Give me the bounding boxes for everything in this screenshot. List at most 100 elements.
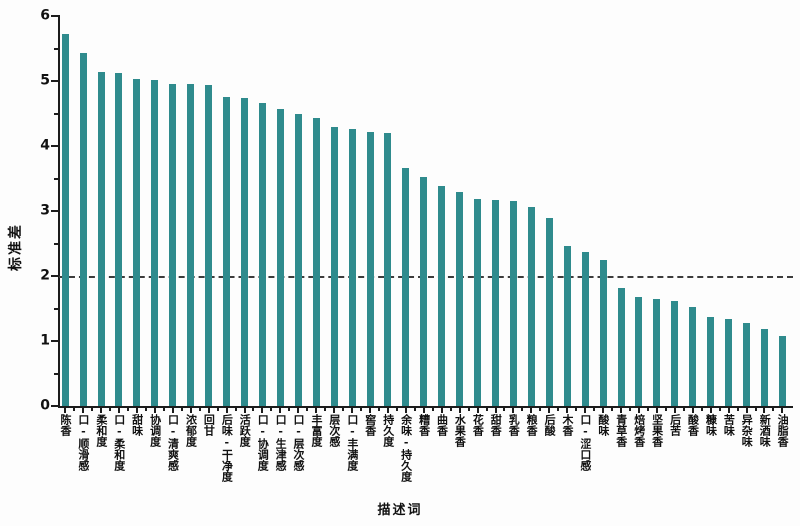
bar bbox=[223, 97, 231, 406]
x-category-label: 协调度 bbox=[148, 414, 162, 447]
x-category-label: 后味-干净度 bbox=[220, 414, 234, 482]
x-tick-minor bbox=[521, 408, 524, 411]
y-tick-label: 0 bbox=[40, 397, 50, 414]
bar bbox=[169, 83, 177, 406]
x-tick-major bbox=[404, 408, 407, 413]
x-tick-minor bbox=[431, 408, 434, 411]
x-tick-minor bbox=[342, 408, 345, 411]
bar bbox=[725, 318, 733, 406]
x-tick-minor bbox=[593, 408, 596, 411]
x-category-label: 窖香 bbox=[363, 414, 377, 436]
x-tick-major bbox=[637, 408, 640, 413]
x-tick-major bbox=[476, 408, 479, 413]
x-tick-minor bbox=[377, 408, 380, 411]
x-tick-major bbox=[458, 408, 461, 413]
x-category-label: 甜香 bbox=[489, 414, 503, 436]
x-tick-minor bbox=[216, 408, 219, 411]
bar bbox=[456, 192, 464, 406]
x-category-label: 活跃度 bbox=[238, 414, 252, 447]
x-tick-major bbox=[530, 408, 533, 413]
bar bbox=[671, 300, 679, 406]
x-category-label: 后酸 bbox=[543, 414, 557, 436]
bar bbox=[97, 71, 105, 406]
bar bbox=[509, 201, 517, 406]
bar bbox=[527, 207, 535, 406]
y-tick-label: 5 bbox=[40, 72, 50, 89]
x-category-label: 口-生津感 bbox=[274, 414, 288, 471]
bar bbox=[563, 246, 571, 406]
bar bbox=[402, 168, 410, 406]
x-tick-minor bbox=[252, 408, 255, 411]
x-tick-minor bbox=[646, 408, 649, 411]
bar bbox=[294, 114, 302, 406]
x-category-label: 甜味 bbox=[130, 414, 144, 436]
y-tick-minor bbox=[54, 307, 58, 310]
x-tick-major bbox=[315, 408, 318, 413]
x-tick-major bbox=[369, 408, 371, 413]
x-tick-minor bbox=[395, 408, 398, 411]
x-category-label: 焙烤香 bbox=[632, 414, 646, 447]
x-tick-major bbox=[709, 408, 712, 413]
x-tick-major bbox=[117, 408, 120, 413]
x-tick-minor bbox=[682, 408, 685, 411]
x-category-label: 苦味 bbox=[722, 414, 736, 436]
x-tick-major bbox=[100, 408, 103, 413]
x-tick-minor bbox=[736, 408, 739, 411]
x-category-label: 持久度 bbox=[381, 414, 395, 447]
bar bbox=[545, 218, 553, 406]
x-category-label: 乳香 bbox=[507, 414, 521, 436]
x-tick-major bbox=[207, 408, 210, 413]
bar bbox=[474, 199, 482, 406]
bar bbox=[79, 53, 87, 406]
x-category-label: 异杂味 bbox=[740, 414, 754, 447]
bar bbox=[205, 84, 213, 406]
x-tick-major bbox=[494, 408, 497, 413]
x-tick-major bbox=[763, 408, 766, 413]
x-tick-minor bbox=[306, 408, 309, 411]
x-tick-minor bbox=[288, 408, 291, 411]
bar bbox=[689, 307, 697, 406]
x-category-label: 青草香 bbox=[614, 414, 628, 447]
bar bbox=[653, 298, 661, 406]
x-tick-minor bbox=[503, 408, 506, 411]
x-tick-major bbox=[279, 408, 282, 413]
x-tick-major bbox=[745, 408, 748, 413]
x-tick-minor bbox=[575, 408, 578, 411]
bar bbox=[581, 251, 589, 406]
x-tick-minor bbox=[485, 408, 488, 411]
x-tick-minor bbox=[557, 408, 560, 411]
y-tick-minor bbox=[54, 372, 58, 375]
x-category-label: 油脂香 bbox=[776, 414, 790, 447]
x-category-label: 口-柔和度 bbox=[112, 414, 126, 471]
bar bbox=[187, 84, 195, 406]
x-category-label: 口-层次感 bbox=[292, 414, 306, 471]
x-category-label: 后苦 bbox=[668, 414, 682, 436]
y-tick-major bbox=[51, 275, 58, 277]
x-tick-minor bbox=[449, 408, 452, 411]
x-axis-line bbox=[58, 406, 793, 408]
x-tick-major bbox=[422, 408, 425, 413]
x-category-label: 糠味 bbox=[704, 414, 718, 436]
bar bbox=[599, 259, 607, 406]
x-tick-major bbox=[781, 408, 784, 413]
x-tick-major bbox=[261, 408, 264, 413]
bar bbox=[420, 177, 428, 406]
x-tick-minor bbox=[73, 408, 76, 411]
x-tick-minor bbox=[664, 408, 667, 411]
bar bbox=[151, 80, 159, 406]
x-tick-minor bbox=[628, 408, 631, 411]
x-tick-minor bbox=[198, 408, 201, 411]
y-tick-minor bbox=[54, 242, 58, 245]
y-tick-major bbox=[51, 210, 58, 212]
x-category-label: 酸味 bbox=[596, 414, 610, 436]
x-category-label: 口-顺滑感 bbox=[76, 414, 90, 471]
x-category-label: 丰富度 bbox=[309, 414, 323, 447]
x-tick-major bbox=[64, 408, 67, 413]
x-category-label: 木香 bbox=[561, 414, 575, 436]
x-category-label: 糟香 bbox=[417, 414, 431, 436]
x-tick-minor bbox=[144, 408, 147, 411]
x-category-label: 陈香 bbox=[58, 414, 72, 436]
x-tick-minor bbox=[126, 408, 129, 411]
x-tick-minor bbox=[180, 408, 183, 411]
x-tick-minor bbox=[700, 408, 703, 411]
